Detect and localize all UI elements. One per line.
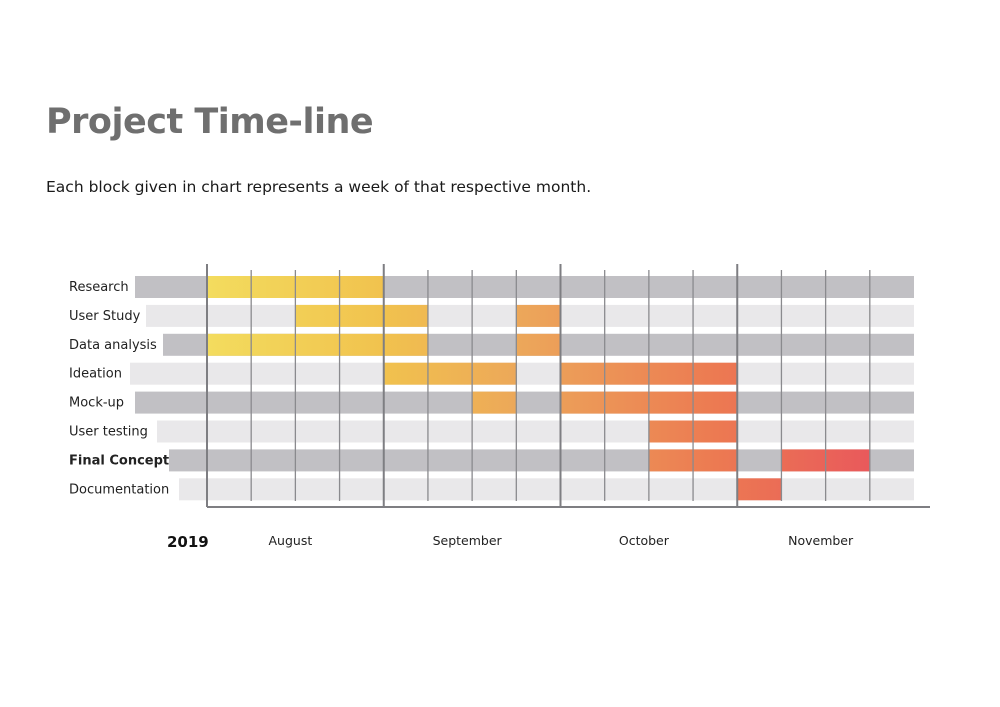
task-label: Documentation	[69, 482, 169, 497]
month-label: September	[433, 533, 503, 548]
week-block	[207, 333, 252, 356]
week-block	[383, 304, 429, 327]
row-track	[130, 362, 914, 385]
week-block	[648, 449, 694, 472]
week-block	[472, 362, 517, 385]
month-label: November	[788, 533, 854, 548]
week-block	[295, 304, 341, 327]
week-block	[693, 362, 738, 385]
week-block	[781, 449, 827, 472]
week-block	[825, 449, 871, 472]
week-block	[693, 449, 738, 472]
week-block	[472, 391, 517, 414]
month-label: October	[619, 533, 670, 548]
task-label: Final Concept	[69, 453, 169, 468]
row-track	[179, 478, 914, 501]
task-label: User testing	[69, 425, 148, 440]
bars-layer	[207, 276, 871, 501]
page-title: Project Time-line	[46, 102, 374, 142]
week-block	[339, 304, 385, 327]
month-label: August	[269, 533, 313, 548]
page-subtitle: Each block given in chart represents a w…	[46, 178, 592, 196]
week-block	[604, 362, 650, 385]
year-label: 2019	[167, 533, 209, 551]
week-block	[648, 362, 694, 385]
week-block	[383, 362, 429, 385]
week-block	[560, 362, 606, 385]
week-block	[693, 420, 738, 443]
week-block	[604, 391, 650, 414]
week-block	[648, 420, 694, 443]
week-block	[339, 276, 385, 298]
task-label: Ideation	[69, 367, 122, 382]
week-block	[251, 276, 296, 298]
task-label: Research	[69, 280, 129, 295]
week-block	[251, 333, 296, 356]
week-block	[383, 333, 429, 356]
week-block	[516, 304, 561, 327]
row-track	[157, 420, 914, 443]
week-block	[339, 333, 385, 356]
grid-layer	[206, 264, 930, 508]
task-label: Data analysis	[69, 338, 157, 353]
week-block	[737, 478, 782, 501]
week-block	[207, 276, 252, 298]
week-block	[516, 333, 561, 356]
week-block	[295, 276, 341, 298]
labels-layer: Research User Study Data analysis Ideation M…	[69, 280, 854, 551]
week-block	[560, 391, 606, 414]
row-track	[135, 391, 914, 414]
week-block	[693, 391, 738, 414]
task-label: User Study	[69, 309, 141, 324]
task-label: Mock-up	[69, 396, 124, 411]
week-block	[295, 333, 341, 356]
week-block	[427, 362, 473, 385]
week-block	[648, 391, 694, 414]
